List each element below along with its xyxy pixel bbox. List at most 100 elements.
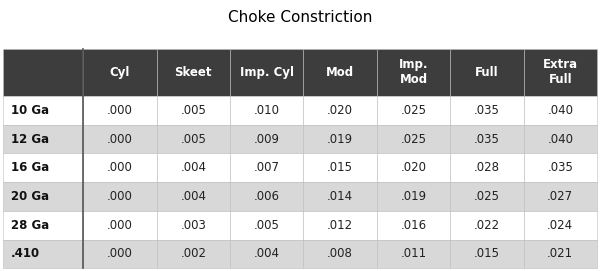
Text: .015: .015 (474, 247, 500, 260)
Text: .011: .011 (400, 247, 427, 260)
Text: .020: .020 (400, 161, 427, 174)
Text: Full: Full (475, 66, 499, 79)
FancyBboxPatch shape (524, 125, 597, 153)
Text: .000: .000 (107, 219, 133, 232)
FancyBboxPatch shape (304, 96, 377, 125)
Text: Imp. Cyl: Imp. Cyl (239, 66, 293, 79)
FancyBboxPatch shape (304, 49, 377, 96)
FancyBboxPatch shape (304, 182, 377, 211)
FancyBboxPatch shape (230, 49, 304, 96)
FancyBboxPatch shape (3, 96, 83, 125)
Text: Skeet: Skeet (175, 66, 212, 79)
FancyBboxPatch shape (3, 182, 83, 211)
FancyBboxPatch shape (524, 96, 597, 125)
FancyBboxPatch shape (230, 153, 304, 182)
FancyBboxPatch shape (524, 49, 597, 96)
Text: .000: .000 (107, 161, 133, 174)
FancyBboxPatch shape (377, 211, 450, 240)
FancyBboxPatch shape (377, 153, 450, 182)
Text: .019: .019 (327, 133, 353, 146)
FancyBboxPatch shape (450, 211, 524, 240)
FancyBboxPatch shape (377, 240, 450, 268)
Text: .015: .015 (327, 161, 353, 174)
FancyBboxPatch shape (157, 49, 230, 96)
FancyBboxPatch shape (157, 240, 230, 268)
FancyBboxPatch shape (3, 211, 83, 240)
Text: .014: .014 (327, 190, 353, 203)
FancyBboxPatch shape (157, 211, 230, 240)
Text: .010: .010 (254, 104, 280, 117)
Text: .004: .004 (180, 161, 206, 174)
FancyBboxPatch shape (83, 96, 157, 125)
FancyBboxPatch shape (304, 211, 377, 240)
Text: .016: .016 (400, 219, 427, 232)
Text: .004: .004 (180, 190, 206, 203)
Text: .006: .006 (254, 190, 280, 203)
FancyBboxPatch shape (230, 240, 304, 268)
Text: .410: .410 (11, 247, 40, 260)
Text: 20 Ga: 20 Ga (11, 190, 49, 203)
Text: Mod: Mod (326, 66, 354, 79)
Text: .022: .022 (474, 219, 500, 232)
Text: .025: .025 (400, 104, 427, 117)
Text: Imp.
Mod: Imp. Mod (399, 58, 428, 86)
Text: 10 Ga: 10 Ga (11, 104, 49, 117)
FancyBboxPatch shape (157, 153, 230, 182)
Text: .005: .005 (181, 133, 206, 146)
FancyBboxPatch shape (524, 153, 597, 182)
Text: .005: .005 (181, 104, 206, 117)
FancyBboxPatch shape (230, 182, 304, 211)
Text: .020: .020 (327, 104, 353, 117)
Text: .008: .008 (327, 247, 353, 260)
FancyBboxPatch shape (83, 211, 157, 240)
Text: .002: .002 (180, 247, 206, 260)
FancyBboxPatch shape (377, 182, 450, 211)
FancyBboxPatch shape (450, 182, 524, 211)
FancyBboxPatch shape (450, 49, 524, 96)
Text: .021: .021 (547, 247, 574, 260)
Text: .035: .035 (474, 133, 500, 146)
FancyBboxPatch shape (450, 153, 524, 182)
Text: .000: .000 (107, 247, 133, 260)
Text: .000: .000 (107, 104, 133, 117)
FancyBboxPatch shape (230, 96, 304, 125)
FancyBboxPatch shape (304, 153, 377, 182)
Text: .000: .000 (107, 190, 133, 203)
Text: .009: .009 (254, 133, 280, 146)
Text: .040: .040 (547, 104, 573, 117)
FancyBboxPatch shape (230, 211, 304, 240)
FancyBboxPatch shape (450, 125, 524, 153)
Text: .000: .000 (107, 133, 133, 146)
FancyBboxPatch shape (230, 125, 304, 153)
Text: 16 Ga: 16 Ga (11, 161, 49, 174)
FancyBboxPatch shape (83, 153, 157, 182)
Text: .040: .040 (547, 133, 573, 146)
FancyBboxPatch shape (377, 49, 450, 96)
Text: .025: .025 (400, 133, 427, 146)
Text: .028: .028 (474, 161, 500, 174)
FancyBboxPatch shape (377, 96, 450, 125)
FancyBboxPatch shape (157, 125, 230, 153)
FancyBboxPatch shape (304, 240, 377, 268)
FancyBboxPatch shape (83, 182, 157, 211)
FancyBboxPatch shape (157, 96, 230, 125)
FancyBboxPatch shape (524, 211, 597, 240)
Text: .025: .025 (474, 190, 500, 203)
FancyBboxPatch shape (83, 125, 157, 153)
Text: Choke Constriction: Choke Constriction (228, 10, 372, 25)
Text: 28 Ga: 28 Ga (11, 219, 49, 232)
FancyBboxPatch shape (524, 182, 597, 211)
FancyBboxPatch shape (304, 125, 377, 153)
FancyBboxPatch shape (3, 125, 83, 153)
Text: .007: .007 (254, 161, 280, 174)
Text: Extra
Full: Extra Full (543, 58, 578, 86)
Text: .004: .004 (254, 247, 280, 260)
FancyBboxPatch shape (450, 96, 524, 125)
Text: .035: .035 (474, 104, 500, 117)
FancyBboxPatch shape (3, 240, 83, 268)
FancyBboxPatch shape (157, 182, 230, 211)
Text: .019: .019 (400, 190, 427, 203)
Text: .027: .027 (547, 190, 574, 203)
FancyBboxPatch shape (450, 240, 524, 268)
Text: .012: .012 (327, 219, 353, 232)
